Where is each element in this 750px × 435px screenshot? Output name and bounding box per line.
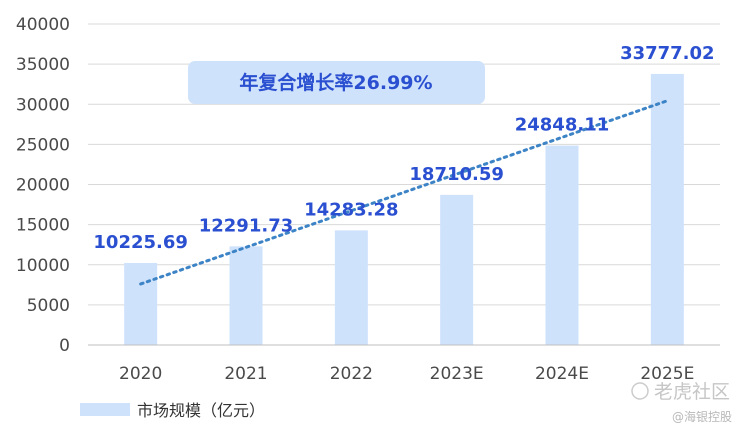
data-label: 24848.11 xyxy=(515,115,610,136)
x-tick-label: 2025E xyxy=(640,364,694,384)
bars xyxy=(124,73,684,345)
x-tick-label: 2024E xyxy=(535,364,589,384)
y-tick-label: 0 xyxy=(59,336,70,356)
cagr-annotation: 年复合增长率26.99% xyxy=(188,61,485,104)
x-tick-label: 2020 xyxy=(119,364,162,384)
legend-label: 市场规模（亿元） xyxy=(137,401,265,420)
bar xyxy=(440,194,474,345)
watermark-text: 老虎社区 xyxy=(654,381,730,403)
y-axis-ticks: 0 5000 10000 15000 20000 25000 30000 35000 40000 xyxy=(16,15,70,356)
cagr-box xyxy=(188,61,485,104)
watermark: 老虎社区 @海银控股 xyxy=(631,381,732,424)
bar xyxy=(229,246,263,345)
data-label: 12291.73 xyxy=(199,215,294,236)
data-labels: 10225.69 12291.73 14283.28 18710.59 24848.11… xyxy=(93,43,714,253)
data-label: 33777.02 xyxy=(620,43,715,64)
trend-line xyxy=(139,99,669,286)
y-tick-label: 35000 xyxy=(16,55,70,75)
y-tick-label: 15000 xyxy=(16,216,70,236)
x-tick-label: 2021 xyxy=(224,364,267,384)
watermark-logo-icon xyxy=(631,382,649,400)
watermark-sub: @海银控股 xyxy=(672,409,732,424)
x-axis-ticks: 2020 2021 2022 2023E 2024E 2025E xyxy=(119,364,694,384)
legend: 市场规模（亿元） xyxy=(80,401,265,420)
y-tick-label: 10000 xyxy=(16,256,70,276)
bar xyxy=(545,145,579,345)
y-tick-label: 20000 xyxy=(16,176,70,196)
bar xyxy=(650,73,684,345)
cagr-text: 年复合增长率26.99% xyxy=(239,71,432,94)
y-tick-label: 5000 xyxy=(27,296,70,316)
data-label: 14283.28 xyxy=(304,199,399,220)
y-tick-label: 40000 xyxy=(16,15,70,35)
y-tick-label: 30000 xyxy=(16,95,70,115)
legend-swatch xyxy=(80,403,130,416)
bar xyxy=(334,230,368,345)
data-label: 10225.69 xyxy=(93,232,188,253)
x-tick-label: 2023E xyxy=(430,364,484,384)
data-label: 18710.59 xyxy=(409,164,504,185)
bar xyxy=(124,262,158,345)
x-tick-label: 2022 xyxy=(330,364,373,384)
y-tick-label: 25000 xyxy=(16,135,70,155)
